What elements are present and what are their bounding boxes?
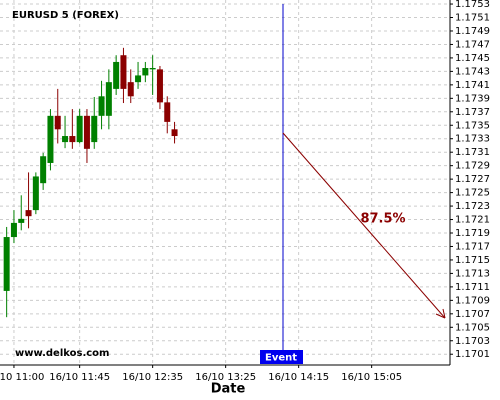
y-tick-label: 1.1729 — [455, 161, 490, 172]
chart-title: EURUSD 5 (FOREX) — [12, 10, 119, 21]
y-tick-label: 1.1701 — [455, 349, 490, 360]
y-tick-label: 1.1727 — [455, 174, 490, 185]
projection-arrow — [282, 132, 446, 319]
candle-body — [98, 96, 105, 116]
y-tick-label: 1.1753 — [455, 0, 490, 10]
candle-body — [135, 75, 142, 83]
candle-body — [54, 115, 61, 130]
y-tick-label: 1.1721 — [455, 215, 490, 226]
candle-body — [171, 129, 178, 137]
y-tick-label: 1.1745 — [455, 53, 490, 64]
candle-body — [62, 136, 69, 143]
y-tick-label: 1.1725 — [455, 188, 490, 199]
candle-body — [105, 82, 112, 116]
watermark: www.delkos.com — [15, 348, 109, 359]
y-tick-label: 1.1705 — [455, 322, 490, 333]
candle-body — [113, 61, 120, 89]
y-tick-label: 1.1731 — [455, 147, 490, 158]
y-tick-label: 1.1749 — [455, 26, 490, 37]
x-tick-label: 16/10 13:25 — [195, 372, 256, 383]
candle-body — [164, 102, 171, 122]
annotation: 87.5% — [360, 212, 405, 227]
y-tick-label: 1.1709 — [455, 295, 490, 306]
y-tick-label: 1.1711 — [455, 282, 490, 293]
candle-body — [156, 69, 163, 103]
candle-body — [32, 176, 39, 211]
y-tick-label: 1.1719 — [455, 228, 490, 239]
event-label: Event — [265, 353, 297, 364]
y-tick-label: 1.1735 — [455, 120, 490, 131]
y-tick-label: 1.1707 — [455, 309, 490, 320]
candle-body — [83, 115, 90, 149]
candle-body — [10, 222, 17, 238]
y-tick-label: 1.1713 — [455, 268, 490, 279]
candle-body — [142, 68, 149, 76]
event-box — [260, 350, 303, 364]
y-tick-label: 1.1747 — [455, 39, 490, 50]
candle-body — [3, 237, 10, 291]
candle-body — [91, 115, 98, 143]
x-axis-title: Date — [211, 382, 246, 397]
y-tick-label: 1.1751 — [455, 13, 490, 24]
candle-body — [25, 210, 32, 217]
x-tick-label: 16/10 11:00 — [0, 372, 44, 383]
y-tick-label: 1.1743 — [455, 66, 490, 77]
y-tick-label: 1.1737 — [455, 107, 490, 118]
arrow-head — [435, 308, 446, 319]
y-tick-label: 1.1717 — [455, 241, 490, 252]
candle-body — [149, 68, 156, 70]
x-tick-label: 16/10 15:05 — [341, 372, 402, 383]
x-tick-label: 16/10 14:15 — [268, 372, 329, 383]
candle-body — [69, 136, 76, 143]
candle-body — [127, 82, 134, 97]
candle-body — [47, 115, 54, 163]
candle-body — [120, 55, 127, 89]
y-tick-label: 1.1741 — [455, 80, 490, 91]
candle-body — [76, 115, 83, 143]
y-tick-label: 1.1739 — [455, 93, 490, 104]
y-tick-label: 1.1733 — [455, 134, 490, 145]
x-tick-label: 16/10 12:35 — [122, 372, 183, 383]
y-tick-label: 1.1703 — [455, 336, 490, 347]
candle-body — [18, 218, 25, 223]
y-tick-label: 1.1723 — [455, 201, 490, 212]
y-tick-label: 1.1715 — [455, 255, 490, 266]
x-tick-label: 16/10 11:45 — [49, 372, 110, 383]
candle-body — [40, 156, 47, 184]
